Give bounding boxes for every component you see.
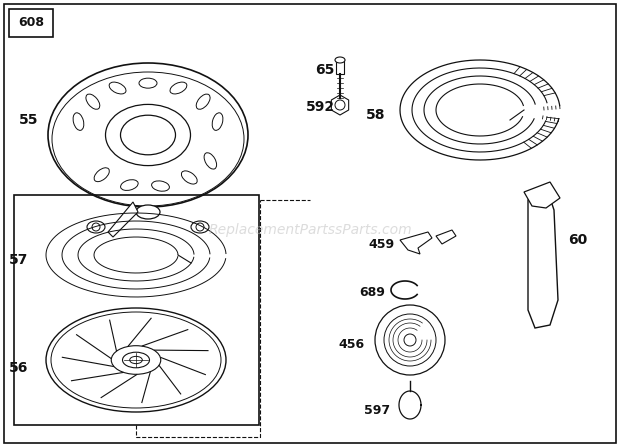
Ellipse shape bbox=[94, 168, 109, 181]
Ellipse shape bbox=[204, 153, 216, 169]
Text: 58: 58 bbox=[366, 108, 385, 122]
Polygon shape bbox=[108, 202, 138, 237]
Ellipse shape bbox=[130, 356, 143, 364]
Ellipse shape bbox=[73, 113, 84, 131]
Circle shape bbox=[375, 305, 445, 375]
Text: 689: 689 bbox=[359, 286, 385, 299]
Ellipse shape bbox=[105, 105, 190, 165]
Bar bbox=[336, 60, 344, 74]
Text: 608: 608 bbox=[18, 17, 44, 30]
Circle shape bbox=[196, 223, 204, 231]
Circle shape bbox=[335, 100, 345, 110]
Text: 56: 56 bbox=[9, 361, 28, 375]
Ellipse shape bbox=[51, 312, 221, 408]
Circle shape bbox=[384, 314, 436, 366]
Ellipse shape bbox=[48, 63, 248, 207]
Polygon shape bbox=[331, 95, 348, 115]
Circle shape bbox=[92, 223, 100, 231]
Text: 57: 57 bbox=[9, 253, 28, 267]
Ellipse shape bbox=[196, 94, 210, 109]
Bar bbox=[9, 9, 53, 37]
Ellipse shape bbox=[136, 205, 160, 219]
Text: 456: 456 bbox=[339, 338, 365, 351]
Circle shape bbox=[404, 334, 416, 346]
Text: 459: 459 bbox=[369, 239, 395, 252]
Text: ReplacementPartssParts.com: ReplacementPartssParts.com bbox=[208, 223, 412, 237]
Text: 55: 55 bbox=[19, 113, 38, 127]
Polygon shape bbox=[528, 192, 558, 328]
Polygon shape bbox=[436, 230, 456, 244]
Bar bbox=[14, 195, 259, 425]
Ellipse shape bbox=[86, 94, 100, 109]
Ellipse shape bbox=[139, 78, 157, 88]
Ellipse shape bbox=[109, 82, 126, 94]
Ellipse shape bbox=[120, 115, 175, 155]
Ellipse shape bbox=[170, 82, 187, 94]
Polygon shape bbox=[524, 182, 560, 208]
Text: 592: 592 bbox=[306, 100, 335, 114]
Polygon shape bbox=[400, 232, 432, 254]
Ellipse shape bbox=[120, 180, 138, 190]
Text: 60: 60 bbox=[568, 233, 587, 247]
Ellipse shape bbox=[182, 171, 197, 184]
Ellipse shape bbox=[212, 113, 223, 131]
Ellipse shape bbox=[191, 221, 209, 233]
Ellipse shape bbox=[87, 221, 105, 233]
Text: 65: 65 bbox=[316, 63, 335, 77]
Ellipse shape bbox=[46, 308, 226, 412]
Ellipse shape bbox=[111, 346, 161, 374]
Ellipse shape bbox=[52, 72, 244, 206]
Ellipse shape bbox=[335, 57, 345, 63]
Ellipse shape bbox=[152, 181, 169, 191]
Text: 597: 597 bbox=[364, 404, 390, 417]
Ellipse shape bbox=[123, 352, 149, 368]
